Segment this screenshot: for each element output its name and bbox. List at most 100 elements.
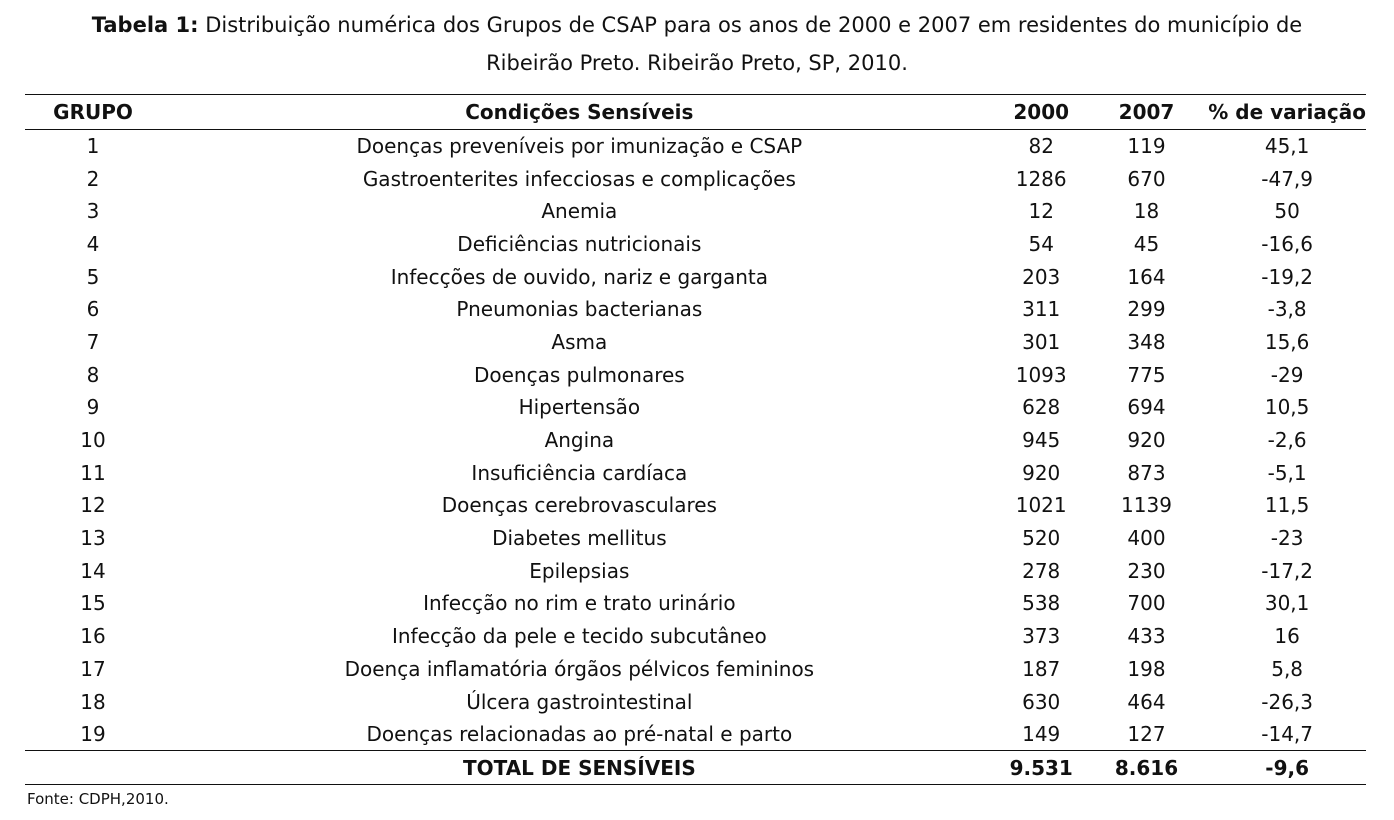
cell-2007: 230: [1127, 558, 1166, 583]
total-grupo-cell: [25, 750, 162, 786]
table-footer: TOTAL DE SENSÍVEIS 9.531 8.616 -9,6: [25, 750, 1366, 786]
table-row: 1 Doenças preveníveis por imunização e CS…: [25, 130, 1366, 163]
cell-grupo: 10: [80, 428, 106, 453]
cell-2007: 464: [1127, 689, 1166, 714]
header-variacao: % de variação: [1208, 94, 1366, 130]
cell-2000: 920: [1022, 460, 1061, 485]
cell-2007: 873: [1127, 460, 1166, 485]
table-row: 6 Pneumonias bacterianas 311 299 -3,8: [25, 293, 1366, 326]
header-2000: 2000: [997, 94, 1085, 130]
cell-2007: 700: [1127, 591, 1166, 616]
table-row: 10 Angina 945 920 -2,6: [25, 424, 1366, 457]
cell-2007: 45: [1133, 231, 1160, 256]
cell-grupo: 18: [80, 689, 106, 714]
table-row: 12 Doenças cerebrovasculares 1021 1139 11,5: [25, 489, 1366, 522]
cell-variacao: 30,1: [1264, 591, 1310, 616]
cell-variacao: -29: [1270, 362, 1304, 387]
table-row: 8 Doenças pulmonares 1093 775 -29: [25, 358, 1366, 391]
cell-grupo: 9: [86, 395, 100, 420]
cell-grupo: 13: [80, 526, 106, 551]
cell-variacao: 15,6: [1264, 329, 1310, 354]
cell-grupo: 11: [80, 460, 106, 485]
cell-grupo: 8: [86, 362, 100, 387]
cell-variacao: -26,3: [1261, 689, 1313, 714]
cell-grupo: 3: [86, 199, 100, 224]
header-row: GRUPO Condições Sensíveis 2000 2007 % de…: [25, 94, 1366, 130]
cell-2007: 348: [1127, 329, 1166, 354]
cell-2000: 149: [1022, 721, 1061, 746]
total-label: TOTAL DE SENSÍVEIS: [161, 750, 998, 786]
cell-2000: 1021: [1015, 493, 1067, 518]
cell-2000: 1093: [1015, 362, 1067, 387]
data-table: GRUPO Condições Sensíveis 2000 2007 % de…: [25, 94, 1366, 786]
cell-2000: 301: [1022, 329, 1061, 354]
cell-2000: 12: [1028, 199, 1054, 224]
table-caption: Tabela 1: Distribuição numérica dos Grup…: [0, 6, 1394, 82]
total-2007: 8.616: [1084, 750, 1209, 786]
cell-variacao: 11,5: [1264, 493, 1310, 518]
cell-2000: 520: [1022, 526, 1061, 551]
cell-2007: 670: [1127, 166, 1166, 191]
cell-condicao: Doenças relacionadas ao pré-natal e part…: [366, 721, 793, 746]
cell-variacao: 5,8: [1271, 656, 1304, 681]
cell-2007: 18: [1133, 199, 1160, 224]
table-row: 3 Anemia 12 18 50: [25, 195, 1366, 228]
cell-2000: 373: [1022, 624, 1061, 649]
cell-2000: 278: [1022, 558, 1061, 583]
total-row: TOTAL DE SENSÍVEIS 9.531 8.616 -9,6: [25, 750, 1366, 786]
cell-condicao: Anemia: [541, 199, 618, 224]
cell-2000: 538: [1022, 591, 1061, 616]
cell-2007: 127: [1127, 721, 1166, 746]
cell-2000: 945: [1022, 428, 1061, 453]
cell-2000: 628: [1022, 395, 1061, 420]
table-row: 19 Doenças relacionadas ao pré-natal e pa…: [25, 718, 1366, 751]
cell-variacao: 10,5: [1264, 395, 1310, 420]
cell-variacao: 16: [1274, 624, 1300, 649]
cell-variacao: 50: [1274, 199, 1300, 224]
header-2007: 2007: [1084, 94, 1209, 130]
cell-variacao: -47,9: [1261, 166, 1313, 191]
cell-2000: 187: [1022, 656, 1061, 681]
cell-2007: 299: [1127, 297, 1166, 322]
cell-grupo: 14: [80, 558, 106, 583]
cell-condicao: Hipertensão: [518, 395, 641, 420]
cell-2000: 203: [1022, 264, 1061, 289]
caption-line-2: Ribeirão Preto. Ribeirão Preto, SP, 2010…: [486, 51, 908, 75]
cell-grupo: 19: [80, 721, 106, 746]
table-row: 15 Infecção no rim e trato urinário 538 700…: [25, 587, 1366, 620]
cell-condicao: Insuficiência cardíaca: [471, 460, 688, 485]
caption-label: Tabela 1:: [91, 13, 199, 37]
cell-condicao: Doenças cerebrovasculares: [441, 493, 717, 518]
cell-variacao: -14,7: [1261, 721, 1313, 746]
cell-2007: 694: [1127, 395, 1166, 420]
cell-variacao: -3,8: [1267, 297, 1307, 322]
cell-variacao: -5,1: [1267, 460, 1307, 485]
cell-2000: 54: [1028, 231, 1054, 256]
table-row: 16 Infecção da pele e tecido subcutâneo 37…: [25, 620, 1366, 653]
header-condicoes: Condições Sensíveis: [161, 94, 998, 130]
cell-2007: 119: [1127, 134, 1166, 159]
cell-2007: 198: [1127, 656, 1166, 681]
total-variacao: -9,6: [1208, 750, 1366, 786]
header-grupo: GRUPO: [25, 94, 162, 130]
cell-grupo: 17: [80, 656, 106, 681]
cell-grupo: 7: [86, 329, 100, 354]
table-row: 9 Hipertensão 628 694 10,5: [25, 391, 1366, 424]
cell-variacao: -16,6: [1261, 231, 1313, 256]
table-row: 7 Asma 301 348 15,6: [25, 326, 1366, 359]
cell-grupo: 16: [80, 624, 106, 649]
caption-text: Distribuição numérica dos Grupos de CSAP…: [198, 13, 1303, 37]
cell-2007: 1139: [1121, 493, 1172, 518]
table-header: GRUPO Condições Sensíveis 2000 2007 % de…: [25, 94, 1366, 130]
caption-line-1: Tabela 1: Distribuição numérica dos Grup…: [0, 6, 1394, 44]
cell-2000: 1286: [1015, 166, 1067, 191]
cell-condicao: Doenças pulmonares: [473, 362, 685, 387]
table-row: 14 Epilepsias 278 230 -17,2: [25, 554, 1366, 587]
cell-condicao: Angina: [544, 428, 615, 453]
cell-condicao: Infecção da pele e tecido subcutâneo: [391, 624, 767, 649]
cell-variacao: 45,1: [1264, 134, 1310, 159]
cell-grupo: 5: [86, 264, 100, 289]
cell-grupo: 1: [86, 134, 100, 159]
cell-grupo: 4: [86, 231, 100, 256]
cell-condicao: Diabetes mellitus: [492, 526, 667, 551]
